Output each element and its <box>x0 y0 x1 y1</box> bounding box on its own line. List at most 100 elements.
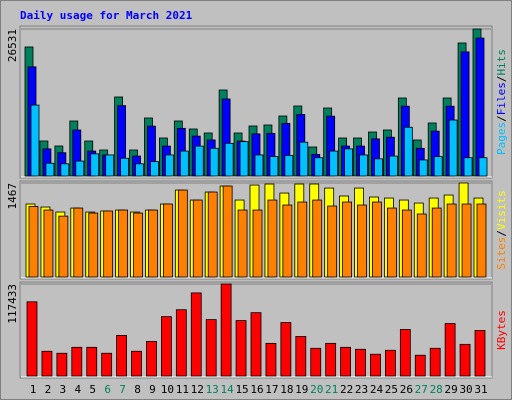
legend-separator: / <box>495 76 508 83</box>
y-tick-label: 117433 <box>6 284 19 324</box>
bar <box>314 157 324 177</box>
x-tick-label: 26 <box>400 383 413 396</box>
bar <box>297 201 308 278</box>
bar <box>325 342 337 377</box>
bar <box>120 157 129 177</box>
bar <box>386 207 397 278</box>
x-tick-label: 20 <box>310 383 323 396</box>
bar <box>448 119 458 177</box>
bar <box>359 154 368 177</box>
bar <box>26 301 38 377</box>
bar <box>146 340 157 377</box>
bar <box>71 346 83 377</box>
bar <box>355 348 366 377</box>
bar <box>224 142 234 177</box>
bar <box>205 319 217 377</box>
x-tick-label: 3 <box>60 383 67 396</box>
y-tick-label: 26531 <box>6 29 19 62</box>
bar <box>192 199 203 278</box>
bar <box>28 206 39 278</box>
x-tick-label: 16 <box>250 383 263 396</box>
bar <box>388 155 398 177</box>
bar <box>463 157 473 177</box>
bar <box>399 329 411 377</box>
legend-entry: Pages <box>495 122 508 155</box>
legend-separator: / <box>495 115 508 122</box>
bar <box>342 201 353 278</box>
bar <box>250 312 262 377</box>
legend-entry: Sites <box>495 237 508 270</box>
legend-entry: KBytes <box>495 310 508 350</box>
bar <box>43 209 54 278</box>
bar <box>164 154 174 177</box>
x-tick-label: 6 <box>104 383 111 396</box>
bar <box>101 352 113 377</box>
x-tick-label: 4 <box>74 383 81 396</box>
bar <box>235 320 247 377</box>
x-tick-label: 27 <box>415 383 428 396</box>
x-tick-label: 31 <box>474 383 487 396</box>
chart-title: Daily usage for March 2021 <box>20 9 193 22</box>
bar <box>148 209 158 278</box>
bar <box>90 153 100 177</box>
x-tick-label: 8 <box>134 383 141 396</box>
bar <box>88 212 99 278</box>
x-tick-label: 24 <box>370 383 384 396</box>
x-tick-label: 12 <box>191 383 204 396</box>
bar <box>190 292 202 377</box>
bar <box>118 209 128 278</box>
bar <box>280 322 292 377</box>
bar <box>446 203 457 278</box>
legend-entry: Files <box>495 82 508 115</box>
bar <box>175 309 187 377</box>
bar <box>340 346 352 377</box>
x-tick-label: 22 <box>340 383 353 396</box>
bar <box>135 163 144 177</box>
bar <box>401 209 412 278</box>
x-tick-label: 10 <box>161 383 174 396</box>
bar <box>459 343 471 377</box>
bar <box>179 150 189 177</box>
bar <box>310 347 322 377</box>
bar <box>237 209 248 278</box>
bar <box>444 323 456 377</box>
x-tick-label: 29 <box>445 383 458 396</box>
bar <box>60 163 70 177</box>
bar <box>265 342 277 377</box>
bar <box>357 204 367 278</box>
bar <box>344 148 354 177</box>
bar <box>252 209 263 278</box>
legend-entry: Hits <box>495 49 508 76</box>
bar <box>116 335 127 377</box>
bar <box>86 346 98 377</box>
bar <box>282 204 293 278</box>
x-tick-label: 9 <box>149 383 156 396</box>
bar <box>431 207 442 278</box>
legend: Pages/Files/Hits <box>495 49 508 155</box>
x-tick-label: 17 <box>265 383 278 396</box>
x-tick-label: 19 <box>295 383 308 396</box>
bar <box>267 199 278 278</box>
bar <box>103 210 114 278</box>
bar <box>222 185 233 278</box>
bar <box>284 155 294 177</box>
bar <box>58 215 69 278</box>
x-tick-label: 13 <box>206 383 219 396</box>
bar <box>372 201 382 278</box>
bar <box>295 336 307 377</box>
y-tick-label: 1467 <box>6 183 19 210</box>
bar <box>133 212 143 278</box>
bar <box>73 207 84 278</box>
bar <box>433 156 443 177</box>
bar <box>384 349 396 377</box>
x-tick-label: 28 <box>430 383 443 396</box>
bar <box>327 205 338 278</box>
bar <box>474 330 486 377</box>
bar <box>254 154 264 177</box>
bar <box>475 37 485 177</box>
bar <box>41 350 53 377</box>
bar <box>220 283 232 377</box>
bar <box>209 147 219 177</box>
bar <box>416 213 427 278</box>
bar <box>429 347 441 377</box>
